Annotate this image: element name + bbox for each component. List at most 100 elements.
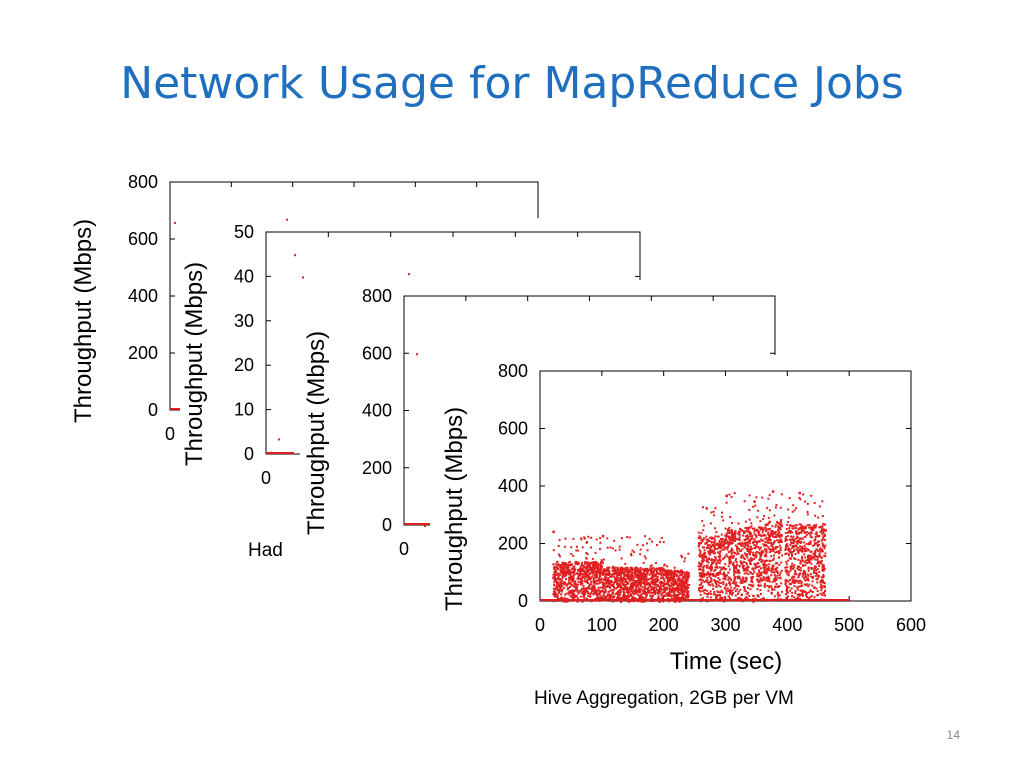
data-point: [754, 540, 757, 543]
data-point: [703, 565, 706, 568]
data-point: [756, 575, 759, 578]
data-point: [732, 573, 735, 576]
data-point: [759, 589, 762, 592]
data-point: [557, 584, 560, 587]
data-point: [646, 582, 649, 585]
data-point: [643, 590, 646, 593]
data-point: [639, 553, 642, 556]
data-point: [755, 563, 758, 566]
data-point: [580, 581, 583, 584]
data-point: [754, 552, 757, 555]
data-point: [749, 551, 752, 554]
data-point: [639, 576, 642, 579]
data-point: [816, 543, 819, 546]
data-point: [819, 581, 822, 584]
data-point: [573, 571, 576, 574]
data-point: [610, 588, 613, 591]
data-point: [820, 532, 823, 535]
data-point: [793, 576, 796, 579]
data-point: [727, 590, 730, 593]
data-point: [750, 576, 753, 579]
data-point: [726, 587, 729, 590]
data-point: [817, 516, 820, 519]
data-point: [717, 544, 720, 547]
data-point: [571, 596, 574, 599]
data-point: [797, 585, 800, 588]
data-point: [583, 572, 586, 575]
data-point: [748, 562, 751, 565]
data-point: [560, 582, 563, 585]
data-point: [656, 570, 659, 573]
data-point: [750, 572, 753, 575]
y-tick-label: 20: [234, 355, 254, 375]
data-point: [749, 584, 752, 587]
data-point: [595, 582, 598, 585]
data-point: [592, 577, 595, 580]
data-point: [821, 515, 824, 518]
data-point: [599, 537, 602, 540]
data-point: [724, 537, 727, 540]
data-point: [639, 589, 642, 592]
data-point: [668, 584, 671, 587]
data-point: [801, 590, 804, 593]
data-point: [681, 592, 684, 595]
data-point: [620, 580, 623, 583]
data-point: [574, 580, 577, 583]
data-point: [745, 579, 748, 582]
data-point: [788, 497, 791, 500]
data-point: [764, 559, 767, 562]
data-point: [724, 527, 727, 530]
data-point: [702, 568, 705, 571]
data-point: [793, 573, 796, 576]
data-point: [589, 592, 592, 595]
data-point: [630, 589, 633, 592]
data-point: [616, 585, 619, 588]
data-point: [613, 570, 616, 573]
data-point: [754, 529, 757, 532]
data-point: [801, 527, 804, 530]
data-point: [563, 581, 566, 584]
data-point: [755, 496, 758, 499]
data-point: [713, 514, 716, 517]
data-point: [663, 594, 666, 597]
data-point: [744, 597, 747, 600]
data-point: [728, 589, 731, 592]
data-point: [564, 571, 567, 574]
x-tick-label: 100: [587, 615, 617, 635]
data-point: [671, 572, 674, 575]
data-point: [683, 573, 686, 576]
data-point: [654, 581, 657, 584]
data-point: [643, 592, 646, 595]
data-point: [645, 593, 648, 596]
data-point: [602, 594, 605, 597]
data-point: [645, 581, 648, 584]
data-point: [599, 590, 602, 593]
data-point: [822, 569, 825, 572]
data-point: [774, 530, 777, 533]
data-point: [624, 578, 627, 581]
data-point: [750, 532, 753, 535]
data-point: [797, 539, 800, 542]
data-point: [767, 565, 770, 568]
data-point: [822, 576, 825, 579]
data-point: [560, 572, 563, 575]
data-point: [787, 571, 790, 574]
data-point: [661, 591, 664, 594]
data-point: [670, 570, 673, 573]
data-point: [641, 600, 644, 603]
data-point: [590, 580, 593, 583]
data-point: [683, 575, 686, 578]
data-point: [784, 581, 787, 584]
data-point: [604, 572, 607, 575]
data-point: [623, 591, 626, 594]
data-point: [676, 595, 679, 598]
data-point: [801, 584, 804, 587]
data-point: [737, 552, 740, 555]
data-point: [618, 568, 621, 571]
data-point: [815, 573, 818, 576]
data-point: [558, 555, 561, 558]
data-point: [719, 591, 722, 594]
data-point: [785, 527, 788, 530]
data-point: [723, 596, 726, 599]
data-point: [620, 573, 623, 576]
